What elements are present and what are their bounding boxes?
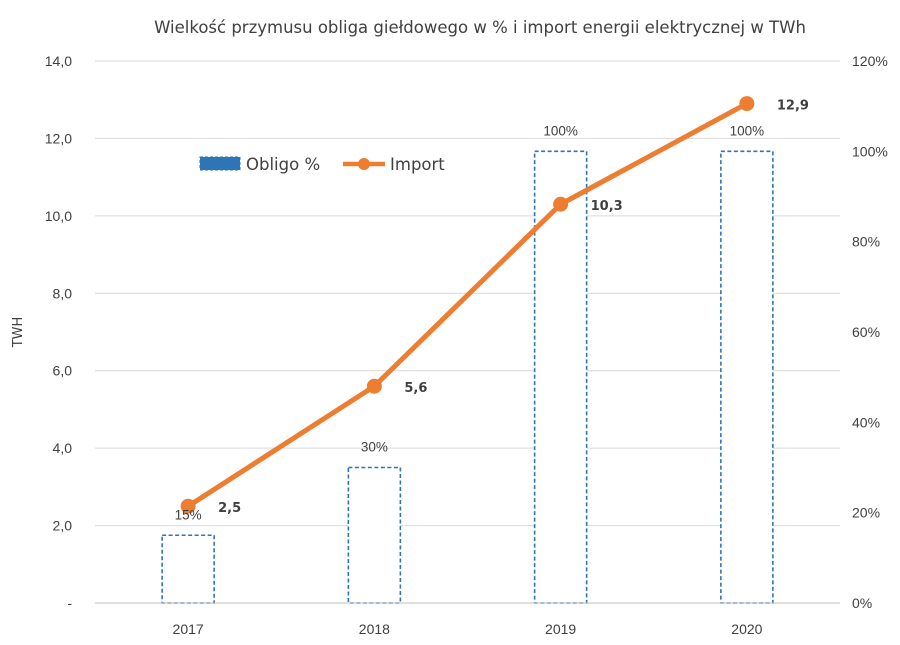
chart-title: Wielkość przymusu obliga giełdowego w % … <box>154 18 806 37</box>
data-labels: 15% 30% 100% 100% 2,5 5,6 10,3 12,9 <box>175 99 809 523</box>
y-tick-label: 6,0 <box>53 363 73 379</box>
bar <box>720 150 774 604</box>
x-tick-label: 2020 <box>731 621 762 637</box>
legend-label-import: Import <box>390 155 445 174</box>
x-tick-label: 2019 <box>545 621 576 637</box>
y-tick-label: 4,0 <box>53 440 73 456</box>
import-value-label: 2,5 <box>218 501 241 516</box>
axes: - 2,0 4,0 6,0 8,0 10,0 12,0 14,0 0% 20% 40% 60% 80% 1… <box>45 53 888 637</box>
y2-tick-label: 20% <box>852 505 880 521</box>
import-value-label: 10,3 <box>591 199 623 214</box>
bar <box>161 534 215 604</box>
legend: Obligo % Import <box>199 155 445 174</box>
y2-tick-label: 40% <box>852 414 880 430</box>
y2-tick-label: 100% <box>852 143 888 159</box>
gridlines <box>95 60 840 527</box>
y2-tick-label: 0% <box>852 595 872 611</box>
import-value-label: 5,6 <box>404 381 427 396</box>
bar-value-label: 100% <box>730 123 765 138</box>
bar <box>347 466 402 604</box>
y2-tick-label: 60% <box>852 324 880 340</box>
y2-tick-label: 80% <box>852 234 880 250</box>
import-value-label: 12,9 <box>777 99 809 114</box>
y-tick-label: 10,0 <box>45 208 72 224</box>
y-tick-label: 2,0 <box>53 518 73 534</box>
legend-swatch-obligo <box>199 156 241 171</box>
line-series <box>180 96 755 514</box>
import-point <box>180 498 196 514</box>
y-tick-label: - <box>67 595 72 611</box>
bar-value-label: 100% <box>543 123 578 138</box>
import-point <box>553 196 569 212</box>
y-axis-label: TWH <box>11 317 26 349</box>
y-tick-label: 12,0 <box>45 130 72 146</box>
y-tick-label: 8,0 <box>53 285 73 301</box>
bar-value-label: 15% <box>175 507 202 522</box>
legend-label-obligo: Obligo % <box>246 155 320 174</box>
import-point <box>366 378 382 394</box>
y2-tick-label: 120% <box>852 53 888 69</box>
x-tick-label: 2018 <box>359 621 390 637</box>
bar <box>533 150 588 604</box>
bar-value-label: 30% <box>361 440 388 455</box>
x-tick-label: 2017 <box>173 621 204 637</box>
import-point <box>739 96 755 112</box>
legend-marker-import <box>358 158 370 170</box>
bar-series <box>161 150 774 604</box>
y-tick-label: 14,0 <box>45 53 72 69</box>
import-line <box>185 101 750 509</box>
